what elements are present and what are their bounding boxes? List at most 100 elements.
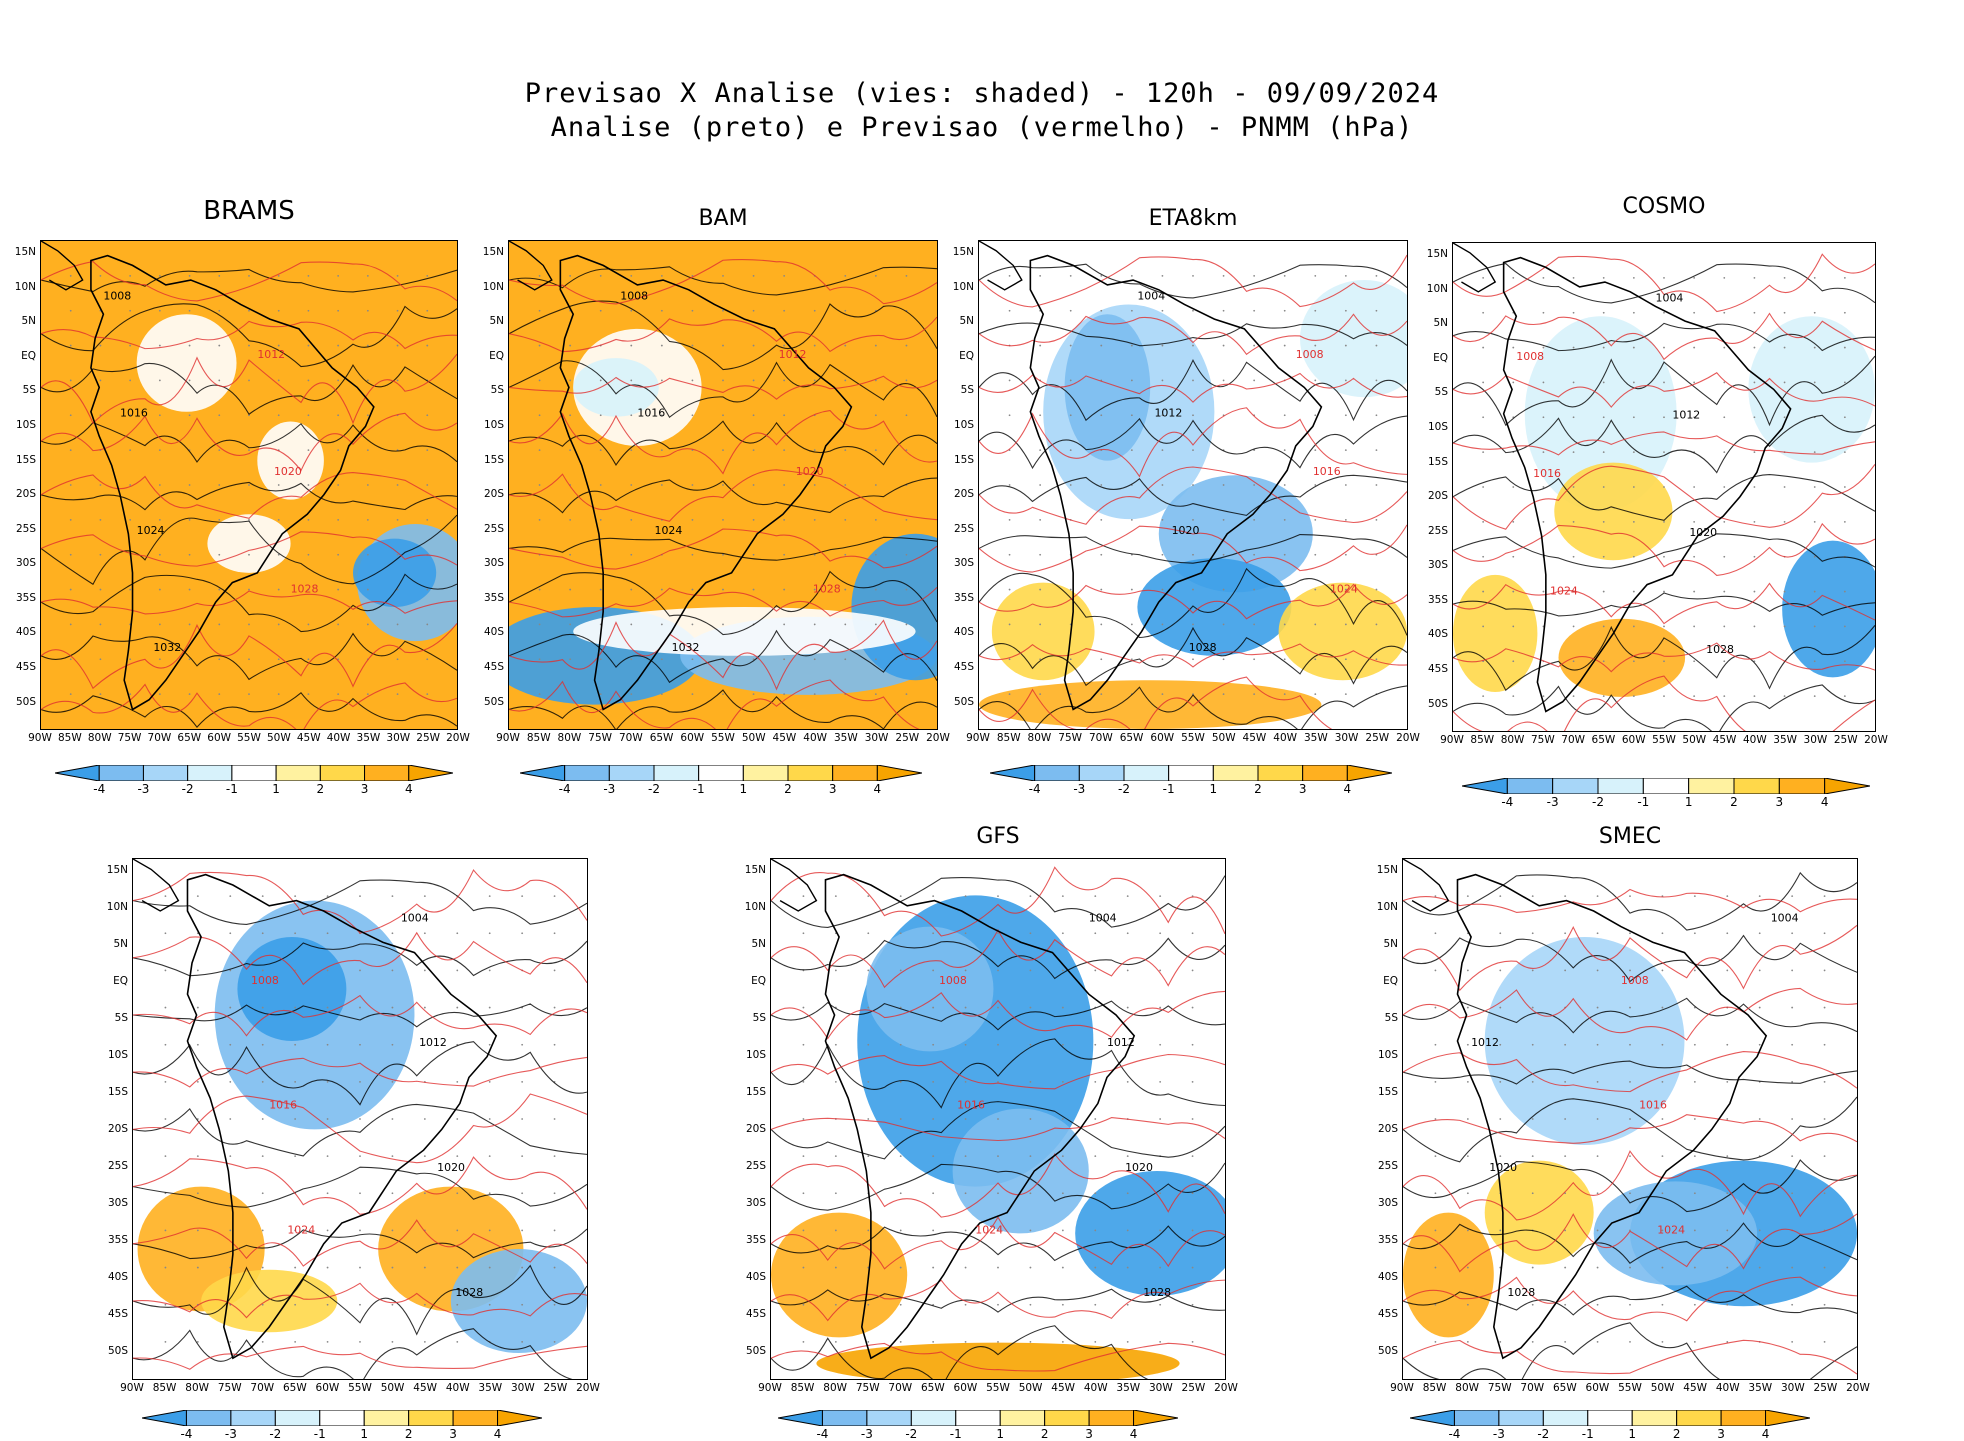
lon-tick-label: 45W: [296, 732, 321, 744]
colorbar-label: -1: [1581, 1427, 1594, 1441]
lon-tick-label: 35W: [833, 732, 858, 744]
colorbar-segment: [364, 765, 410, 781]
isobar-label: 1028: [1706, 643, 1734, 656]
lon-tick-label: 35W: [356, 732, 381, 744]
colorbar-segment: [1302, 765, 1348, 781]
lon-tick-label: 50W: [1018, 1382, 1043, 1394]
colorbar-segment: [1824, 778, 1870, 794]
colorbar-segment: [187, 765, 233, 781]
lat-tick-label: 30S: [953, 557, 974, 570]
lat-tick-label: 10S: [483, 418, 504, 431]
colorbar-segment: [274, 1410, 321, 1426]
colorbar-label: 1: [1684, 795, 1693, 809]
lat-tick-label: 45S: [483, 661, 504, 674]
colorbar-segment: [319, 1410, 365, 1426]
colorbar-label: 2: [404, 1427, 413, 1441]
lon-tick-label: 20W: [1846, 1382, 1870, 1394]
isobar-label: 1008: [103, 290, 131, 303]
lon-tick-label: 30W: [510, 1382, 535, 1394]
isobar-label: 1012: [419, 1036, 447, 1049]
lat-tick-label: 5N: [1383, 937, 1398, 950]
lon-tick-label: 25W: [1181, 1382, 1206, 1394]
lon-tick-label: 90W: [966, 732, 990, 744]
colorbar-label: 3: [828, 782, 837, 796]
lat-tick-label: 15N: [1376, 864, 1398, 876]
lat-tick-label: 15S: [107, 1085, 128, 1098]
colorbar-label: -2: [181, 782, 194, 796]
lon-tick-label: 65W: [1591, 734, 1616, 746]
lon-tick-label: 45W: [772, 732, 797, 744]
lat-tick-label: 5N: [751, 937, 766, 950]
map-bam: 1008 1012 1016 1020 1024 1028 1032: [508, 240, 938, 730]
lat-tick-label: 30S: [483, 557, 504, 570]
isobar-label: 1028: [1507, 1286, 1535, 1299]
colorbar-label: 2: [316, 782, 325, 796]
isobar-label: 1020: [1172, 524, 1200, 537]
lon-tick-label: 70W: [1088, 732, 1113, 744]
isobar-label: 1012: [1471, 1036, 1499, 1049]
lat-tick-label: 30S: [1427, 559, 1448, 572]
lon-tick-label: 50W: [1211, 732, 1236, 744]
colorbar-label: 3: [1775, 795, 1784, 809]
colorbar-gfs: [778, 1410, 1178, 1426]
lat-tick-label: 35S: [745, 1233, 766, 1246]
lon-tick-label: 20W: [1864, 734, 1888, 746]
colorbar-segment: [1257, 765, 1304, 781]
isobar-label: 1008: [939, 974, 967, 987]
colorbar-segment: [185, 1410, 232, 1426]
colorbar-segment: [1453, 1410, 1500, 1426]
lon-tick-label: 50W: [1650, 1382, 1675, 1394]
lat-tick-label: 30S: [1377, 1196, 1398, 1209]
lat-tick-label: EQ: [1383, 974, 1398, 987]
lat-tick-label: 10N: [1426, 282, 1448, 295]
colorbar-label: -3: [224, 1427, 237, 1441]
colorbar-label: 3: [1717, 1427, 1725, 1441]
lat-tick-label: 25S: [1377, 1159, 1398, 1172]
lon-tick-label: 40W: [1742, 734, 1767, 746]
lat-tick-label: 5N: [489, 315, 504, 328]
lat-tick-label: EQ: [21, 349, 36, 362]
colorbar-segment: [1410, 1410, 1455, 1426]
colorbar-label: -4: [93, 782, 106, 796]
lat-tick-label: 15S: [483, 453, 504, 466]
coastline-central-america: [1403, 859, 1450, 912]
lat-tick-label: 35S: [107, 1233, 128, 1246]
lat-tick-label: 50S: [1377, 1344, 1398, 1357]
lon-tick-label: 30W: [1780, 1382, 1805, 1394]
isobar-label: 1020: [1125, 1161, 1153, 1174]
lat-tick-label: 35S: [15, 591, 36, 604]
lon-tick-label: 70W: [618, 732, 643, 744]
lon-tick-label: 70W: [888, 1382, 913, 1394]
lat-tick-label: 50S: [15, 695, 36, 708]
lon-tick-label: 25W: [1365, 732, 1390, 744]
lon-tick-label: 55W: [1181, 732, 1205, 744]
colorbar-label: 3: [1298, 782, 1307, 796]
colorbar-label: 1: [1209, 782, 1218, 796]
lat-tick-label: 20S: [745, 1122, 766, 1135]
colorbar-segment: [408, 765, 453, 781]
colorbar-segment: [1642, 778, 1690, 794]
colorbar-segment: [564, 765, 610, 781]
lon-tick-label: 75W: [1530, 734, 1555, 746]
colorbar-label: -1: [225, 782, 238, 796]
lon-tick-label: 75W: [1058, 732, 1083, 744]
lat-tick-label: 40S: [1427, 628, 1448, 641]
colorbar-label: 3: [449, 1427, 457, 1441]
colorbar-label: 2: [784, 782, 792, 796]
colorbar-segment: [1346, 765, 1392, 781]
colorbar-label: 1: [1628, 1427, 1637, 1441]
coastline-central-america: [979, 241, 1023, 291]
lon-tick-label: 45W: [413, 1382, 438, 1394]
lat-tick-label: 25S: [953, 522, 974, 535]
lon-tick-label: 50W: [380, 1382, 405, 1394]
lon-tick-label: 85W: [790, 1382, 815, 1394]
lon-tick-label: 90W: [120, 1382, 144, 1394]
lat-tick-label: 20S: [15, 488, 36, 501]
lon-tick-label: 55W: [711, 732, 735, 744]
colorbar-segment: [1778, 778, 1826, 794]
colorbar-segment: [1212, 765, 1259, 781]
lon-tick-label: 70W: [1520, 1382, 1545, 1394]
lat-tick-label: 40S: [15, 626, 36, 639]
colorbar-segment: [1088, 1410, 1135, 1426]
lat-tick-label: 45S: [107, 1307, 128, 1320]
